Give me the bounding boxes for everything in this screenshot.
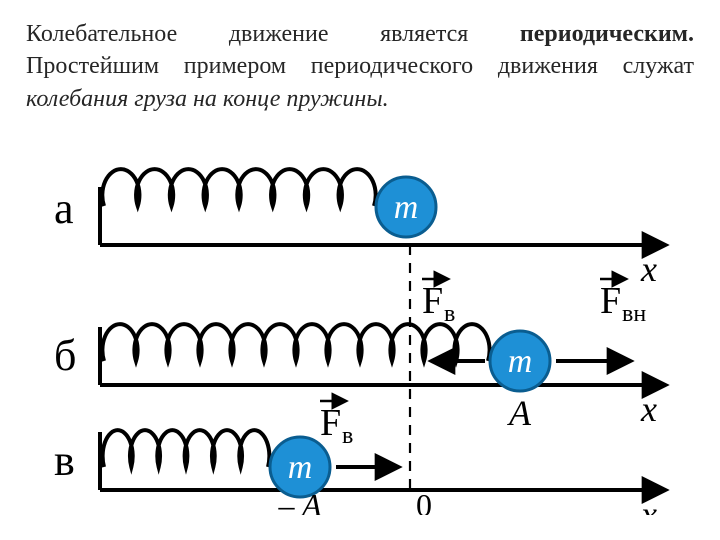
svg-text:m: m	[288, 449, 313, 486]
row-label: б	[54, 331, 76, 380]
mass: m	[490, 331, 550, 391]
spring	[102, 169, 375, 206]
text-run: Простейшим примером периодического движе…	[26, 53, 694, 79]
axis-label-x: x	[640, 494, 657, 515]
svg-text:m: m	[508, 343, 533, 380]
text-run: Колебательное движение является	[26, 21, 520, 47]
label-fvn: Fвн	[600, 279, 646, 327]
svg-text:в: в	[444, 301, 455, 327]
row-label: в	[54, 436, 75, 485]
label-fv: Fв	[320, 401, 353, 449]
label-amplitude-neg: – A	[278, 487, 322, 515]
svg-text:F: F	[422, 280, 443, 322]
mass: m	[376, 177, 436, 237]
svg-text:вн: вн	[622, 301, 646, 327]
axis-label-x: x	[640, 249, 657, 289]
description-paragraph: Колебательное движение является периодич…	[26, 18, 694, 115]
svg-text:F: F	[600, 280, 621, 322]
label-amplitude-pos: A	[507, 393, 532, 433]
svg-text:F: F	[320, 402, 341, 444]
svg-text:в: в	[342, 423, 353, 449]
text-run-italic: колебания груза на конце пружины.	[26, 86, 389, 112]
axis-label-x: x	[640, 389, 657, 429]
row-label: а	[54, 184, 74, 233]
svg-text:m: m	[394, 189, 419, 226]
label-zero: 0	[416, 487, 432, 515]
text-run-bold: периодическим.	[520, 21, 694, 47]
spring	[102, 324, 489, 361]
spring-mass-diagram: xmxmFвFвнAxmFв0– Aабв	[40, 135, 680, 515]
spring	[103, 430, 270, 467]
label-fv: Fв	[422, 279, 455, 327]
